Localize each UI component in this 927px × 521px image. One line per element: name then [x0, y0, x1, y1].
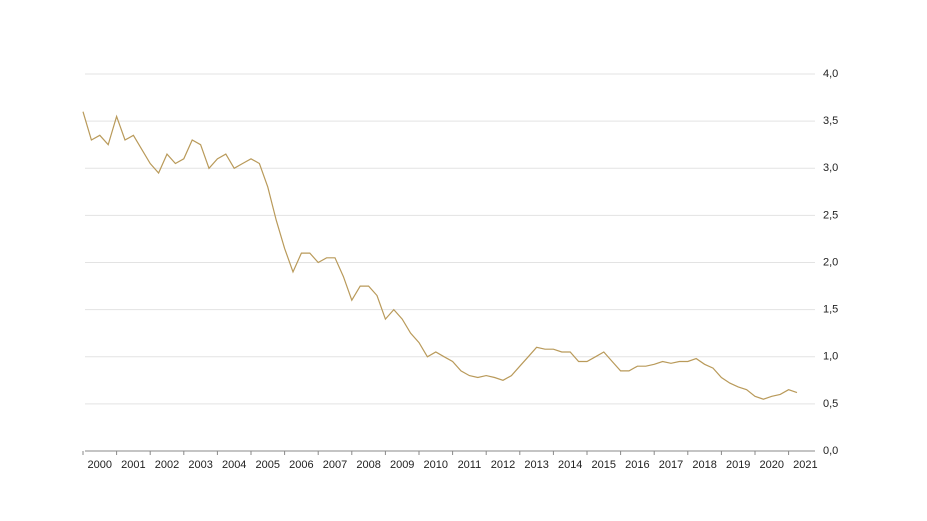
x-tick-label: 2019 [726, 459, 750, 471]
x-tick-label: 2018 [692, 459, 716, 471]
x-tick-label: 2001 [121, 459, 145, 471]
x-tick-label: 2007 [323, 459, 347, 471]
price-line [82, 111, 798, 400]
x-tick-label: 2015 [592, 459, 616, 471]
x-tick-label: 2013 [524, 459, 548, 471]
x-tick-label: 2021 [793, 459, 817, 471]
x-tick-label: 2004 [222, 459, 246, 471]
x-tick-label: 2003 [188, 459, 212, 471]
y-tick-label: 3,5 [823, 115, 838, 127]
x-tick-label: 2012 [491, 459, 515, 471]
y-tick-label: 0,0 [823, 445, 838, 457]
x-tick-label: 2016 [625, 459, 649, 471]
y-tick-label: 3,0 [823, 162, 838, 174]
y-tick-label: 1,5 [823, 304, 838, 316]
y-tick-label: 0,5 [823, 398, 838, 410]
x-tick-label: 2006 [289, 459, 313, 471]
x-tick-label: 2002 [155, 459, 179, 471]
x-tick-label: 2017 [659, 459, 683, 471]
x-tick-label: 2010 [424, 459, 448, 471]
x-tick-label: 2008 [356, 459, 380, 471]
x-tick-label: 2005 [256, 459, 280, 471]
y-tick-label: 4,0 [823, 68, 838, 80]
x-tick-label: 2000 [88, 459, 112, 471]
y-tick-label: 2,0 [823, 256, 838, 268]
x-tick-label: 2011 [458, 459, 482, 471]
x-tick-label: 2020 [760, 459, 784, 471]
x-tick-label: 2014 [558, 459, 582, 471]
y-tick-label: 2,5 [823, 209, 838, 221]
y-tick-label: 1,0 [823, 351, 838, 363]
x-tick-label: 2009 [390, 459, 414, 471]
